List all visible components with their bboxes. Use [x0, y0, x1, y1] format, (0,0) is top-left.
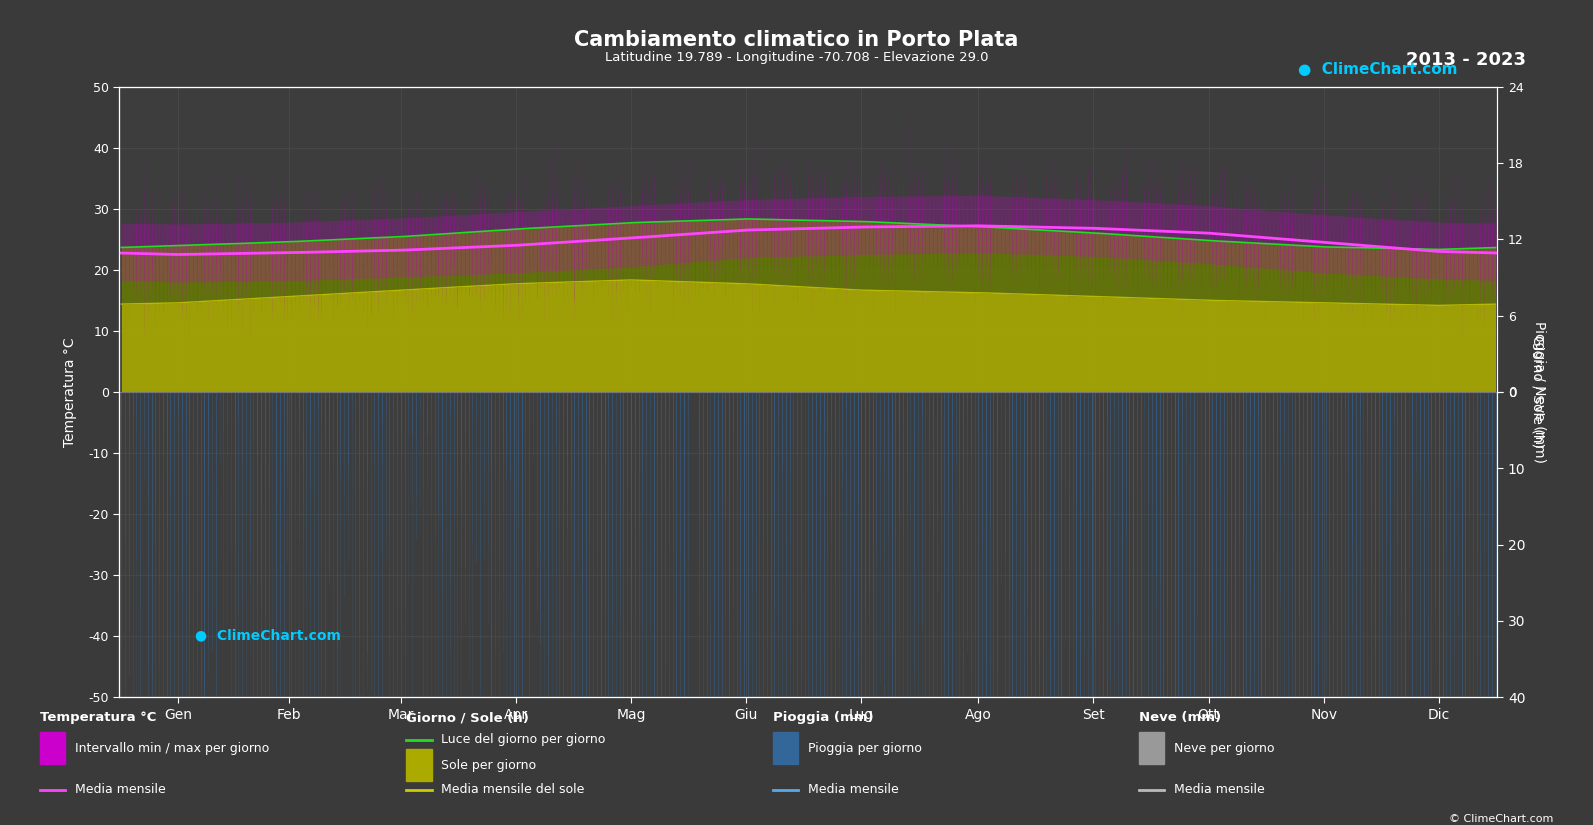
Text: Cambiamento climatico in Porto Plata: Cambiamento climatico in Porto Plata: [575, 30, 1018, 50]
Text: Media mensile del sole: Media mensile del sole: [441, 783, 585, 796]
Text: Temperatura °C: Temperatura °C: [40, 711, 156, 724]
Text: Media mensile: Media mensile: [808, 783, 898, 796]
Text: Giorno / Sole (h): Giorno / Sole (h): [406, 711, 529, 724]
Text: Latitudine 19.789 - Longitudine -70.708 - Elevazione 29.0: Latitudine 19.789 - Longitudine -70.708 …: [605, 51, 988, 64]
Bar: [773, 733, 798, 764]
Text: Pioggia (mm): Pioggia (mm): [773, 711, 873, 724]
Text: Pioggia per giorno: Pioggia per giorno: [808, 742, 921, 755]
Bar: [40, 733, 65, 764]
Text: ●  ClimeChart.com: ● ClimeChart.com: [1298, 62, 1458, 77]
Bar: [1139, 733, 1164, 764]
Text: Media mensile: Media mensile: [75, 783, 166, 796]
Text: Luce del giorno per giorno: Luce del giorno per giorno: [441, 733, 605, 746]
Text: ●  ClimeChart.com: ● ClimeChart.com: [196, 628, 341, 642]
Text: Neve (mm): Neve (mm): [1139, 711, 1222, 724]
Text: Neve per giorno: Neve per giorno: [1174, 742, 1274, 755]
Text: Intervallo min / max per giorno: Intervallo min / max per giorno: [75, 742, 269, 755]
Text: Sole per giorno: Sole per giorno: [441, 759, 537, 771]
Y-axis label: Pioggia / Neve (mm): Pioggia / Neve (mm): [1532, 321, 1547, 463]
Bar: [406, 749, 432, 781]
Text: Media mensile: Media mensile: [1174, 783, 1265, 796]
Text: 2013 - 2023: 2013 - 2023: [1407, 51, 1526, 69]
Text: © ClimeChart.com: © ClimeChart.com: [1448, 814, 1553, 824]
Y-axis label: Temperatura °C: Temperatura °C: [64, 337, 78, 446]
Y-axis label: Giorno / Sole (h): Giorno / Sole (h): [1531, 336, 1545, 448]
